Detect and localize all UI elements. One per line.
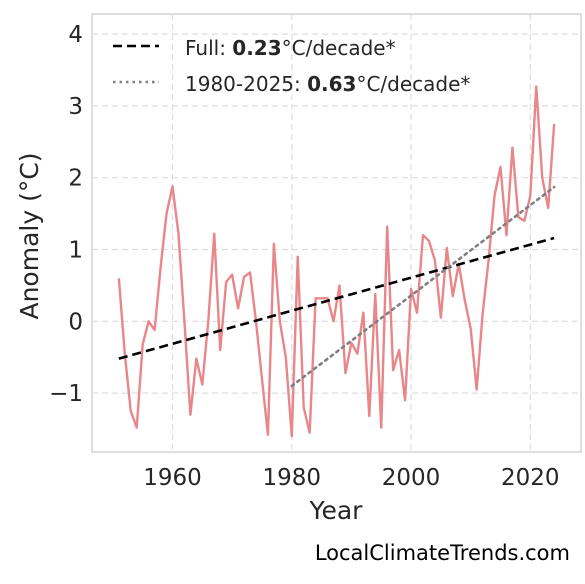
y-tick-label: −1	[49, 381, 83, 407]
x-tick-label: 1980	[263, 465, 322, 491]
recent-trend-line	[290, 185, 556, 388]
y-axis-label: Anomaly (°C)	[15, 152, 44, 319]
legend-1980-2025-prefix: 1980-2025:	[185, 72, 307, 96]
tick-labels: 1960 1980 2000 2020 −1 0 1 2 3 4	[49, 22, 559, 491]
legend-full-prefix: Full:	[185, 36, 232, 60]
y-tick-label: 1	[68, 238, 83, 264]
y-tick-label: 3	[68, 94, 83, 120]
legend-full-rate: 0.23	[232, 36, 281, 60]
y-tick-label: 4	[68, 22, 83, 48]
y-tick-label: 0	[68, 309, 83, 335]
plot-area	[91, 13, 582, 453]
full-trend-line	[118, 236, 555, 360]
series-lines	[117, 85, 556, 438]
legend: Full: 0.23°C/decade* 1980-2025: 0.63°C/d…	[113, 36, 470, 96]
anomaly-series-line	[117, 85, 556, 438]
legend-full-suffix: °C/decade*	[282, 36, 396, 60]
grid-lines	[92, 14, 581, 452]
x-tick-label: 2020	[501, 465, 560, 491]
legend-entry-full: Full: 0.23°C/decade*	[185, 36, 396, 60]
x-tick-label: 1960	[143, 465, 202, 491]
x-tick-label: 2000	[382, 465, 441, 491]
legend-1980-2025-suffix: °C/decade*	[356, 72, 470, 96]
x-axis-label: Year	[309, 496, 364, 525]
y-tick-label: 2	[68, 166, 83, 192]
legend-1980-2025-rate: 0.63	[307, 72, 356, 96]
legend-entry-1980-2025: 1980-2025: 0.63°C/decade*	[185, 72, 470, 96]
footer-credit: LocalClimateTrends.com	[315, 541, 570, 565]
